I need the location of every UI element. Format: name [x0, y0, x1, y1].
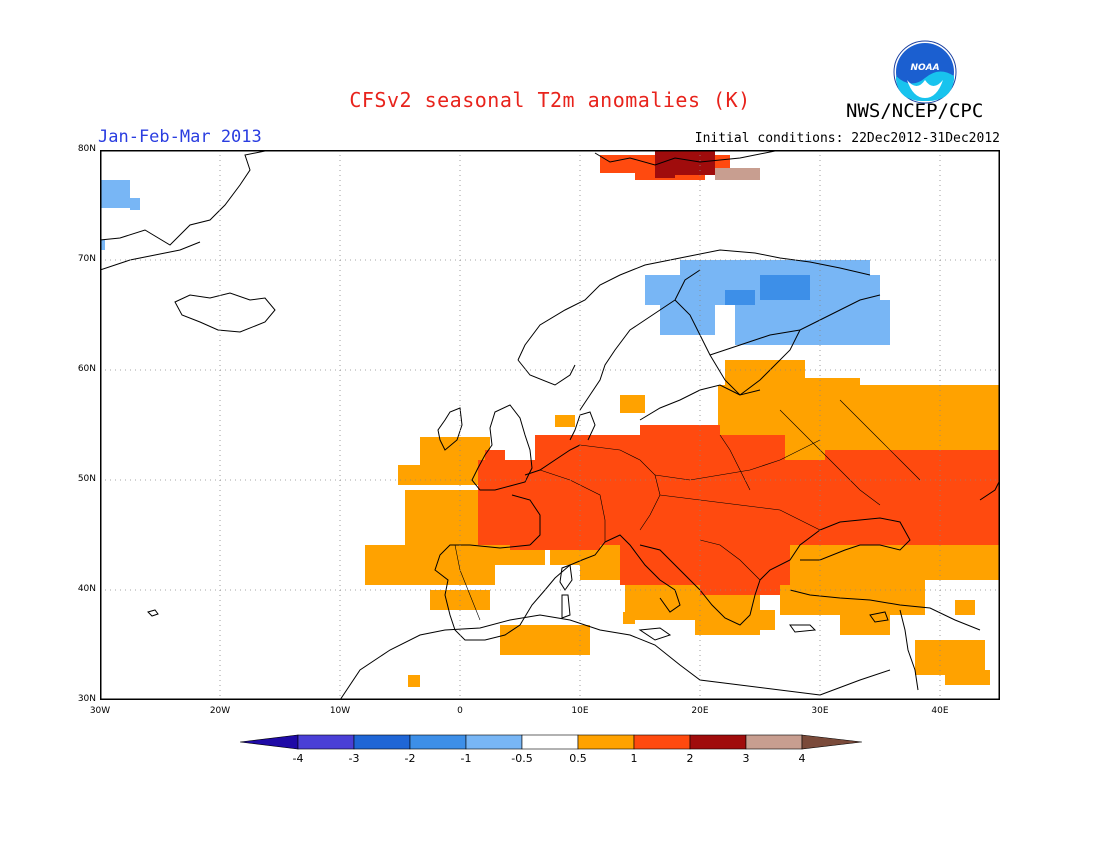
lat-label: 70N [77, 254, 96, 264]
colorbar-swatch [240, 734, 299, 750]
agency-label: NWS/NCEP/CPC [846, 100, 984, 122]
lon-label: 0 [457, 706, 463, 716]
lat-label: 50N [77, 474, 96, 484]
colorbar-label: -4 [292, 752, 304, 765]
colorbar-label: 3 [742, 752, 750, 765]
colorbar-label: -0.5 [511, 752, 533, 765]
colorbar-swatch [801, 734, 862, 750]
colorbar [240, 734, 862, 750]
colorbar-label: -1 [460, 752, 472, 765]
lat-label: 60N [77, 364, 96, 374]
colorbar-swatch [745, 734, 803, 750]
lat-label: 30N [77, 694, 96, 704]
lon-label: 10W [329, 706, 351, 716]
noaa-logo: NOAA [893, 40, 957, 104]
colorbar-label: 2 [686, 752, 694, 765]
colorbar-swatch [409, 734, 467, 750]
lon-label: 30W [89, 706, 111, 716]
colorbar-swatch [465, 734, 523, 750]
colorbar-swatch [689, 734, 747, 750]
lon-label: 10E [571, 706, 589, 716]
logo-text: NOAA [910, 63, 939, 73]
colorbar-swatch [577, 734, 635, 750]
anomaly-hot-regions [478, 155, 1000, 595]
initial-conditions: Initial conditions: 22Dec2012-31Dec2012 [694, 131, 1000, 146]
lat-label: 40N [77, 584, 96, 594]
graticule [100, 150, 1000, 700]
anomaly-very-hot-regions [655, 150, 715, 178]
colorbar-swatch [633, 734, 691, 750]
forecast-period: Jan-Feb-Mar 2013 [98, 127, 262, 147]
lon-label: 40E [931, 706, 949, 716]
map-frame [100, 150, 1000, 700]
lat-label: 80N [77, 144, 96, 154]
lon-label: 30E [811, 706, 829, 716]
anomaly-extreme-regions [715, 168, 760, 180]
colorbar-swatch [297, 734, 355, 750]
colorbar-label: 4 [798, 752, 806, 765]
colorbar-label: -2 [404, 752, 416, 765]
colorbar-swatch [353, 734, 411, 750]
anomaly-map [100, 150, 1000, 700]
colorbar-label: 0.5 [569, 752, 587, 765]
colorbar-swatch [521, 734, 579, 750]
colorbar-label: 1 [630, 752, 638, 765]
colorbar-label: -3 [348, 752, 360, 765]
lon-label: 20E [691, 706, 709, 716]
lon-label: 20W [209, 706, 231, 716]
map-title: CFSv2 seasonal T2m anomalies (K) [349, 88, 751, 112]
anomaly-cold-regions [725, 275, 810, 305]
coastlines [100, 150, 1000, 700]
